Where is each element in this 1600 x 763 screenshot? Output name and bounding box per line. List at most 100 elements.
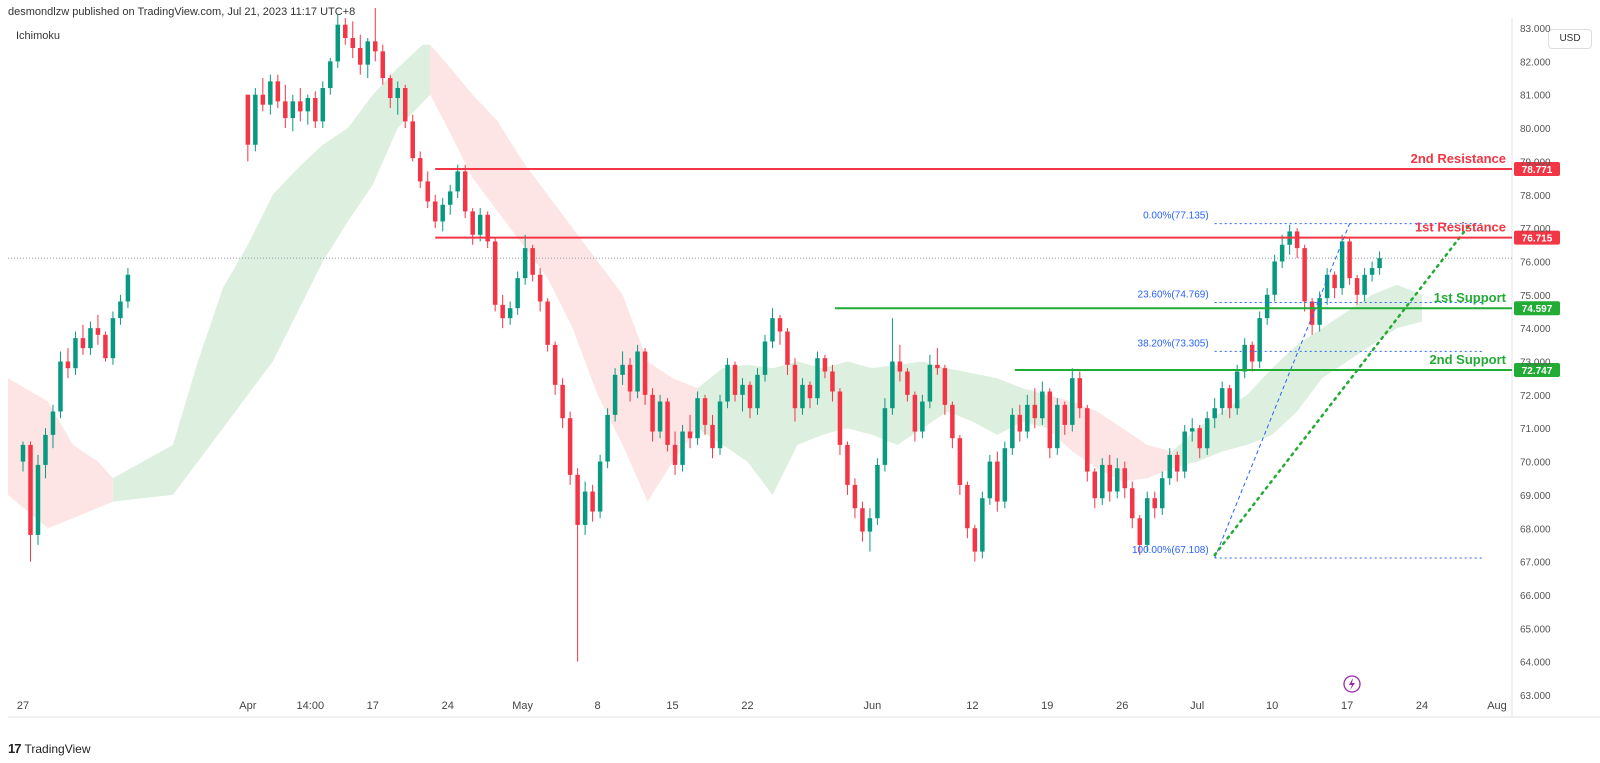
candle-body <box>417 158 423 182</box>
candle-body <box>1137 518 1142 545</box>
tradingview-logo-icon: 17 <box>8 741 22 756</box>
candle-body <box>358 48 363 65</box>
candle-body <box>20 444 26 462</box>
candle-body <box>725 364 730 402</box>
candle <box>335 14 341 69</box>
candle-body <box>88 328 93 349</box>
candle <box>1272 254 1277 302</box>
candle <box>1062 401 1068 435</box>
candle-body <box>298 101 303 112</box>
currency-button[interactable]: USD <box>1548 29 1592 49</box>
candle-body <box>950 404 955 439</box>
candle-body <box>882 408 888 465</box>
indicator-label[interactable]: Ichimoku <box>16 30 61 42</box>
candle <box>552 341 558 395</box>
candle-body <box>455 171 460 192</box>
candle-body <box>260 94 266 105</box>
candle-body <box>1294 231 1300 249</box>
candle <box>1279 234 1285 269</box>
candle-body <box>253 94 258 145</box>
candle <box>582 481 588 535</box>
candle-body <box>995 461 1000 502</box>
candle-body <box>665 401 670 445</box>
y-tick-label: 82.000 <box>1520 57 1551 68</box>
y-tick-label: 75.000 <box>1520 291 1551 302</box>
flash-icon <box>1343 675 1361 693</box>
candle <box>1085 404 1090 482</box>
candle-body <box>890 361 895 409</box>
candle-body <box>1002 448 1008 502</box>
candle <box>1144 491 1150 552</box>
candle <box>462 164 468 219</box>
candle <box>1152 491 1157 519</box>
candle-body <box>1189 428 1195 432</box>
candle-body <box>1317 298 1322 325</box>
candle <box>860 501 865 542</box>
candle-body <box>867 518 873 532</box>
candle <box>545 298 550 352</box>
candle-body <box>1249 344 1255 362</box>
candle-body <box>515 278 520 309</box>
candle-body <box>575 474 580 525</box>
y-tick-label: 74.000 <box>1520 324 1551 335</box>
candle <box>830 364 835 402</box>
footer-brand[interactable]: 17 TradingView <box>8 741 91 756</box>
candle-body <box>462 171 468 212</box>
candle-body <box>65 361 71 369</box>
candle <box>680 424 685 472</box>
candle <box>897 344 903 382</box>
candle <box>567 411 573 485</box>
candle <box>485 211 490 249</box>
candle-body <box>1167 454 1172 479</box>
candle-body <box>747 384 753 409</box>
fib-label: 38.20%(73.305) <box>1138 338 1209 349</box>
candle <box>1167 448 1172 485</box>
candle-body <box>852 484 858 509</box>
candle <box>800 378 805 415</box>
y-tick-label: 77.000 <box>1520 224 1551 235</box>
candle <box>43 428 48 479</box>
candle <box>522 234 528 285</box>
candle <box>95 314 101 345</box>
candle <box>103 331 108 362</box>
candle-body <box>1040 391 1045 419</box>
candle <box>560 378 565 429</box>
candle-body <box>755 374 760 409</box>
candle-body <box>1100 464 1105 499</box>
candle-body <box>837 391 843 445</box>
candle <box>447 184 453 215</box>
candle <box>253 88 258 152</box>
candle-body <box>328 61 333 89</box>
candle <box>815 351 820 405</box>
candle-body <box>1092 471 1098 499</box>
candle <box>1070 368 1075 432</box>
x-tick-label: 19 <box>1041 700 1053 712</box>
candle <box>867 508 873 552</box>
candle-body <box>980 498 985 552</box>
candle-body <box>822 358 828 372</box>
y-tick-label: 67.000 <box>1520 558 1551 569</box>
candle-body <box>425 181 430 202</box>
candle <box>920 394 925 439</box>
candle-body <box>620 364 625 375</box>
candle <box>942 364 948 415</box>
y-tick-label: 83.000 <box>1520 24 1551 35</box>
candle <box>500 294 505 329</box>
candle <box>875 458 880 525</box>
x-tick-label: 17 <box>367 700 379 712</box>
candle <box>492 238 498 312</box>
candle <box>612 368 618 422</box>
candle <box>1189 418 1195 442</box>
y-tick-label: 78.000 <box>1520 191 1551 202</box>
candle <box>380 44 385 85</box>
candle-body <box>1212 408 1217 419</box>
candle <box>515 271 520 315</box>
candle <box>1227 384 1232 419</box>
candle <box>672 431 678 475</box>
candle <box>665 398 670 452</box>
price-chart[interactable]: 0.00%(77.135) 23.60%(74.769) 38.20%(73.305… <box>0 0 1600 735</box>
level-label: 2nd Support <box>1429 352 1506 367</box>
candle <box>410 114 415 162</box>
candle-body <box>387 78 393 99</box>
candle-body <box>605 414 610 462</box>
